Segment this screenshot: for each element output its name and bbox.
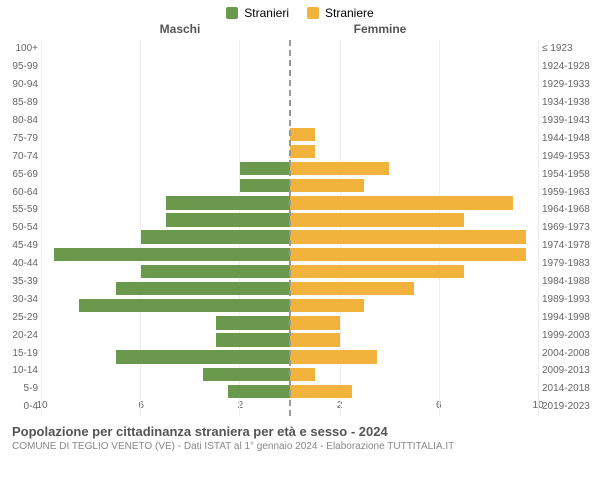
- legend: Stranieri Straniere: [0, 0, 600, 22]
- birth-label: 1984-1988: [542, 276, 598, 287]
- age-label: 60-64: [2, 187, 38, 198]
- age-label: 25-29: [2, 312, 38, 323]
- bar-female: [290, 128, 315, 141]
- chart-subtitle: COMUNE DI TEGLIO VENETO (VE) - Dati ISTA…: [12, 441, 588, 452]
- bar-male: [228, 385, 290, 398]
- bar-female: [290, 248, 526, 261]
- bar-female: [290, 368, 315, 381]
- age-label: 100+: [2, 43, 38, 54]
- birth-label: 2019-2023: [542, 401, 598, 412]
- age-label: 0-4: [2, 401, 38, 412]
- birth-label: 1994-1998: [542, 312, 598, 323]
- bar-female: [290, 179, 364, 192]
- birth-label: 1979-1983: [542, 258, 598, 269]
- bar-female: [290, 333, 340, 346]
- age-label: 70-74: [2, 151, 38, 162]
- birth-label: 1954-1958: [542, 169, 598, 180]
- footer: Popolazione per cittadinanza straniera p…: [0, 416, 600, 452]
- age-label: 55-59: [2, 204, 38, 215]
- swatch-male: [226, 7, 238, 19]
- bar-male: [203, 368, 290, 381]
- age-label: 90-94: [2, 79, 38, 90]
- bar-female: [290, 196, 513, 209]
- age-label: 80-84: [2, 115, 38, 126]
- age-label: 75-79: [2, 133, 38, 144]
- y-axis-title-left: Fasce di età: [0, 138, 2, 201]
- legend-item-male: Stranieri: [226, 6, 289, 20]
- birth-label: 2014-2018: [542, 383, 598, 394]
- bar-female: [290, 213, 464, 226]
- age-label: 45-49: [2, 240, 38, 251]
- birth-label: 1999-2003: [542, 330, 598, 341]
- bar-male: [116, 282, 290, 295]
- swatch-female: [307, 7, 319, 19]
- age-label: 50-54: [2, 222, 38, 233]
- y-axis-right: ≤ 1923 1924-1928 1929-1933 1934-1938 1939-19…: [538, 40, 598, 416]
- bar-male: [141, 265, 290, 278]
- y-axis-left: 100+ 95-99 90-94 85-89 80-84 75-79 70-74 65-69 6…: [2, 40, 42, 416]
- birth-label: 1924-1928: [542, 61, 598, 72]
- birth-label: 1949-1953: [542, 151, 598, 162]
- birth-label: 1929-1933: [542, 79, 598, 90]
- birth-label: 2009-2013: [542, 365, 598, 376]
- age-label: 65-69: [2, 169, 38, 180]
- bar-male: [116, 350, 290, 363]
- bar-female: [290, 282, 414, 295]
- birth-label: 1964-1968: [542, 204, 598, 215]
- bar-male: [141, 230, 290, 243]
- bar-female: [290, 230, 526, 243]
- bar-male: [240, 162, 290, 175]
- bar-male: [79, 299, 290, 312]
- age-label: 10-14: [2, 365, 38, 376]
- bar-male: [166, 213, 290, 226]
- legend-label-male: Stranieri: [244, 6, 289, 20]
- bar-female: [290, 385, 352, 398]
- bar-male: [166, 196, 290, 209]
- birth-label: 2004-2008: [542, 348, 598, 359]
- age-label: 35-39: [2, 276, 38, 287]
- bar-male: [216, 333, 290, 346]
- age-label: 5-9: [2, 383, 38, 394]
- birth-label: 1959-1963: [542, 187, 598, 198]
- legend-label-female: Straniere: [325, 6, 374, 20]
- legend-item-female: Straniere: [307, 6, 374, 20]
- birth-label: 1974-1978: [542, 240, 598, 251]
- birth-label: 1969-1973: [542, 222, 598, 233]
- chart-area: Fasce di età 100+ 95-99 90-94 85-89 80-84 75-…: [0, 36, 600, 416]
- center-divider: [289, 40, 291, 416]
- bar-female: [290, 299, 364, 312]
- bar-female: [290, 265, 464, 278]
- age-label: 30-34: [2, 294, 38, 305]
- age-label: 40-44: [2, 258, 38, 269]
- header-male: Maschi: [40, 22, 280, 36]
- birth-label: 1989-1993: [542, 294, 598, 305]
- column-headers: Maschi Femmine: [0, 22, 600, 36]
- bar-male: [216, 316, 290, 329]
- birth-label: 1939-1943: [542, 115, 598, 126]
- age-label: 85-89: [2, 97, 38, 108]
- header-female: Femmine: [280, 22, 540, 36]
- bar-female: [290, 350, 377, 363]
- birth-label: 1934-1938: [542, 97, 598, 108]
- birth-label: 1944-1948: [542, 133, 598, 144]
- bar-male: [240, 179, 290, 192]
- age-label: 15-19: [2, 348, 38, 359]
- bar-female: [290, 316, 340, 329]
- bar-female: [290, 145, 315, 158]
- chart-title: Popolazione per cittadinanza straniera p…: [12, 424, 588, 439]
- birth-label: ≤ 1923: [542, 43, 598, 54]
- age-label: 20-24: [2, 330, 38, 341]
- bar-male: [54, 248, 290, 261]
- bar-female: [290, 162, 389, 175]
- age-label: 95-99: [2, 61, 38, 72]
- plot: 2610 2610: [42, 40, 538, 416]
